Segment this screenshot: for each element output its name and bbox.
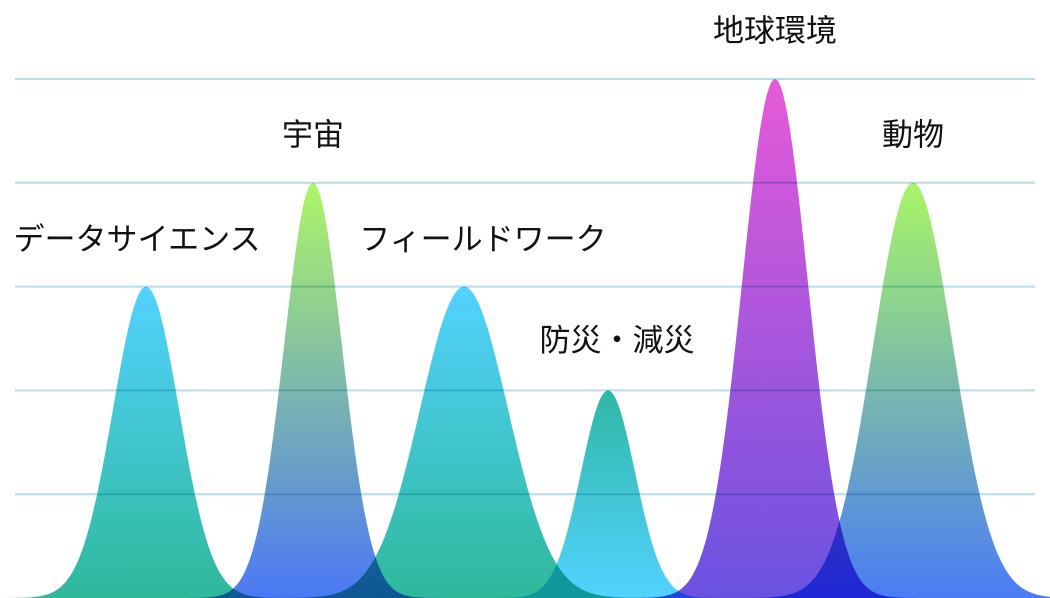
peak-label: 地球環境 <box>713 14 837 50</box>
peak <box>200 286 728 598</box>
peak <box>577 79 973 598</box>
peak <box>139 182 487 598</box>
peak <box>446 390 770 598</box>
peak-label: データサイエンス <box>13 222 260 258</box>
peak <box>673 182 1050 598</box>
peak-label: フィールドワーク <box>359 222 606 258</box>
peak-label: 動物 <box>882 117 944 153</box>
peak-label: 防災・減災 <box>540 323 695 359</box>
peak-label: 宇宙 <box>282 117 344 153</box>
peak <box>0 286 344 598</box>
